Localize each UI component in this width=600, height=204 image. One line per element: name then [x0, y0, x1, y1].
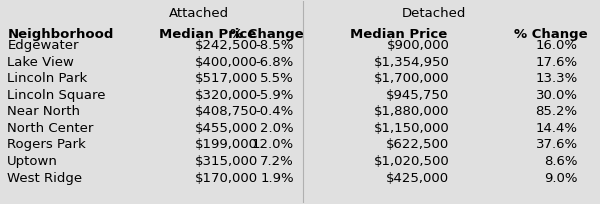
Text: -8.5%: -8.5% [256, 39, 294, 52]
Text: $1,150,000: $1,150,000 [374, 122, 449, 135]
Text: Lake View: Lake View [7, 56, 74, 69]
Text: Median Price: Median Price [159, 28, 256, 41]
Text: 5.5%: 5.5% [260, 72, 294, 85]
Text: -0.4%: -0.4% [256, 105, 294, 118]
Text: $408,750: $408,750 [195, 105, 258, 118]
Text: $1,700,000: $1,700,000 [374, 72, 449, 85]
Text: -5.9%: -5.9% [256, 89, 294, 102]
Text: 13.3%: 13.3% [535, 72, 578, 85]
Text: Near North: Near North [7, 105, 80, 118]
Text: 9.0%: 9.0% [544, 172, 578, 184]
Text: $199,000: $199,000 [195, 139, 258, 151]
Text: 37.6%: 37.6% [536, 139, 578, 151]
Text: 8.6%: 8.6% [544, 155, 578, 168]
Text: 14.4%: 14.4% [536, 122, 578, 135]
Text: Rogers Park: Rogers Park [7, 139, 86, 151]
Text: 12.0%: 12.0% [252, 139, 294, 151]
Text: Detached: Detached [402, 7, 467, 20]
Text: $170,000: $170,000 [195, 172, 258, 184]
Text: $945,750: $945,750 [386, 89, 449, 102]
Text: Edgewater: Edgewater [7, 39, 79, 52]
Text: North Center: North Center [7, 122, 94, 135]
Text: 7.2%: 7.2% [260, 155, 294, 168]
Text: Lincoln Park: Lincoln Park [7, 72, 88, 85]
Text: % Change: % Change [230, 28, 304, 41]
Text: $622,500: $622,500 [386, 139, 449, 151]
Text: $517,000: $517,000 [195, 72, 258, 85]
Text: $1,020,500: $1,020,500 [374, 155, 449, 168]
Text: 17.6%: 17.6% [536, 56, 578, 69]
Text: Lincoln Square: Lincoln Square [7, 89, 106, 102]
Text: $900,000: $900,000 [386, 39, 449, 52]
Text: $400,000: $400,000 [196, 56, 258, 69]
Text: $315,000: $315,000 [195, 155, 258, 168]
Text: 16.0%: 16.0% [536, 39, 578, 52]
Text: Median Price: Median Price [350, 28, 447, 41]
Text: $425,000: $425,000 [386, 172, 449, 184]
Text: $455,000: $455,000 [195, 122, 258, 135]
Text: West Ridge: West Ridge [7, 172, 82, 184]
Text: Uptown: Uptown [7, 155, 58, 168]
Text: $1,354,950: $1,354,950 [373, 56, 449, 69]
Text: 1.9%: 1.9% [260, 172, 294, 184]
Text: $1,880,000: $1,880,000 [374, 105, 449, 118]
Text: -6.8%: -6.8% [256, 56, 294, 69]
Text: 30.0%: 30.0% [536, 89, 578, 102]
Text: $242,500: $242,500 [195, 39, 258, 52]
Text: Attached: Attached [169, 7, 229, 20]
Text: $320,000: $320,000 [195, 89, 258, 102]
Text: 2.0%: 2.0% [260, 122, 294, 135]
Text: Neighborhood: Neighborhood [7, 28, 114, 41]
Text: 85.2%: 85.2% [536, 105, 578, 118]
Text: % Change: % Change [514, 28, 587, 41]
